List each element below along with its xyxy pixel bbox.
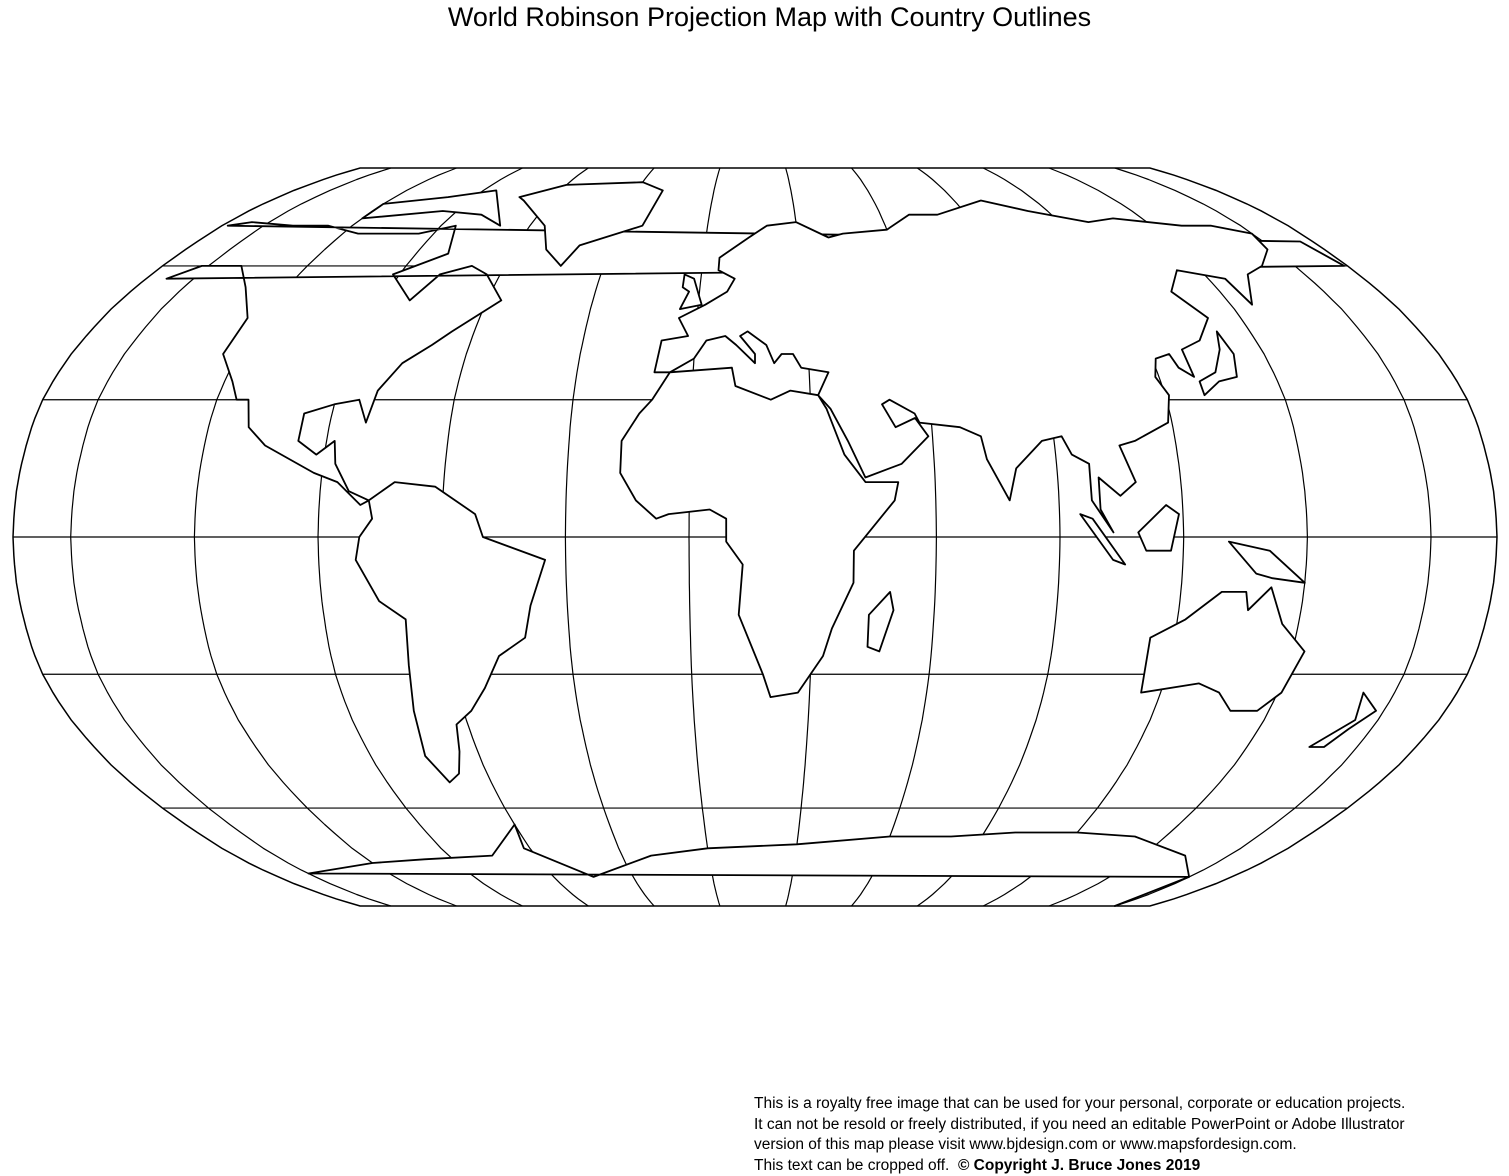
footer-line-3: version of this map please visit www.bjd… — [754, 1135, 1405, 1156]
new-zealand — [1309, 693, 1376, 747]
sumatra — [1080, 514, 1125, 564]
land-outlines — [167, 182, 1377, 906]
australia — [1141, 587, 1304, 711]
crop-note: This text can be cropped off. — [754, 1157, 949, 1174]
japan — [1200, 331, 1237, 395]
copyright-text: © Copyright J. Bruce Jones 2019 — [958, 1157, 1200, 1174]
south-america — [356, 482, 545, 782]
great-britain — [680, 274, 702, 309]
madagascar — [868, 592, 894, 652]
arctic-islands — [362, 190, 500, 225]
borneo — [1138, 505, 1179, 551]
copyright-notice: This is a royalty free image that can be… — [754, 1094, 1405, 1176]
new-guinea — [1229, 542, 1305, 583]
footer-line-1: This is a royalty free image that can be… — [754, 1094, 1405, 1115]
footer-line-2: It can not be resold or freely distribut… — [754, 1115, 1405, 1136]
antarctica — [309, 825, 1190, 907]
